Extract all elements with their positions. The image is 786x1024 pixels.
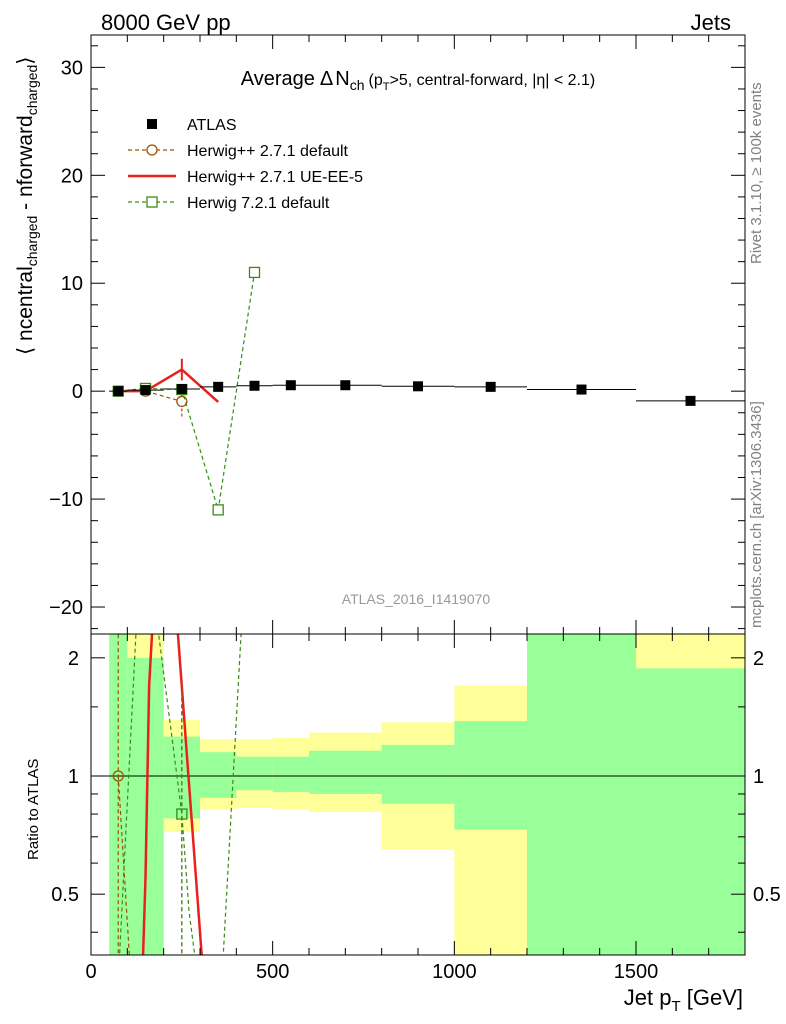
- atlas-marker: [249, 380, 260, 391]
- x-tick-label: 1000: [432, 961, 477, 983]
- series-line: [118, 368, 219, 403]
- atlas-marker: [576, 384, 587, 395]
- ratio-series-line: [141, 634, 203, 955]
- x-tick-label: 1500: [614, 961, 659, 983]
- header-right: Jets: [691, 10, 731, 35]
- ratio-band-green: [272, 756, 309, 793]
- ratio-y-axis-label: Ratio to ATLAS: [25, 759, 42, 860]
- main-y-tick-label: −10: [49, 489, 83, 511]
- x-tick-label: 0: [85, 961, 96, 983]
- ratio-plot: 0.5 0.5 1 1 2 2: [51, 633, 781, 956]
- atlas-marker: [485, 381, 496, 392]
- main-y-tick-label: 10: [61, 273, 83, 295]
- legend: ATLAS Herwig++ 2.7.1 default Herwig++ 2.7.…: [128, 117, 363, 212]
- header-left: 8000 GeV pp: [101, 10, 231, 35]
- ratio-band-green: [309, 750, 382, 794]
- series-marker: [248, 266, 261, 279]
- ratio-y-tick-label: 0.5: [51, 884, 79, 906]
- main-y-axis-label: ⟨ ncentralcharged - nforwardcharged⟩: [14, 56, 40, 355]
- legend-label: ATLAS: [187, 117, 237, 134]
- analysis-label: ATLAS_2016_I1419070: [342, 591, 491, 607]
- atlas-marker: [213, 381, 224, 392]
- ratio-marker: [176, 808, 188, 820]
- main-y-tick-label: 30: [61, 57, 83, 79]
- legend-marker-atlas: [147, 119, 157, 129]
- legend-label: Herwig++ 2.7.1 default: [187, 143, 349, 160]
- ratio-y-tick-label-right: 1: [753, 766, 764, 788]
- main-y-tick-label: −20: [49, 597, 83, 619]
- x-axis-label: Jet pT [GeV]: [624, 985, 743, 1015]
- series-marker: [176, 395, 188, 408]
- series-marker: [212, 504, 224, 516]
- ratio-y-tick-label: 2: [68, 648, 79, 670]
- legend-marker: [146, 196, 158, 208]
- ratio-band-green: [454, 721, 527, 830]
- rivet-label: Rivet 3.1.10, ≥ 100k events: [748, 82, 765, 264]
- legend-label: Herwig 7.2.1 default: [187, 195, 330, 212]
- legend-marker: [146, 144, 158, 156]
- atlas-marker: [340, 380, 351, 391]
- legend-label: Herwig++ 2.7.1 UE-EE-5: [187, 169, 363, 186]
- atlas-marker: [685, 395, 696, 406]
- ratio-band-green: [236, 756, 273, 791]
- main-y-tick-label: 0: [72, 381, 83, 403]
- atlas-marker: [140, 385, 151, 396]
- x-tick-label: 500: [256, 961, 289, 983]
- ratio-band-green: [109, 634, 128, 955]
- ratio-band-green: [636, 668, 745, 955]
- ratio-band-green: [200, 752, 237, 798]
- ratio-band-green: [381, 744, 455, 804]
- mcplots-label: mcplots.cern.ch [arXiv:1306.3436]: [748, 401, 765, 628]
- atlas-marker: [413, 381, 423, 392]
- ratio-y-tick-label: 1: [68, 766, 79, 788]
- plot-title: Average Δ Nch (pT>5, central-forward, |η| <…: [241, 68, 595, 93]
- ratio-y-tick-label-right: 2: [753, 648, 764, 670]
- atlas-marker: [113, 386, 124, 397]
- ratio-y-tick-label-right: 0.5: [753, 884, 781, 906]
- ratio-marker: [112, 770, 124, 782]
- atlas-marker: [285, 380, 296, 391]
- atlas-marker: [176, 384, 187, 395]
- ratio-band-green: [527, 634, 636, 955]
- main-y-tick-label: 20: [61, 165, 83, 187]
